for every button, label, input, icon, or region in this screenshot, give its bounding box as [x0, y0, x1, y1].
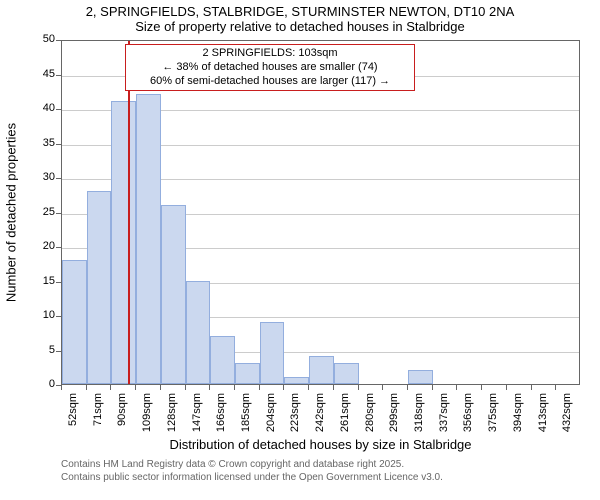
x-tick-label: 128sqm — [166, 393, 178, 441]
x-tick-label: 356sqm — [462, 393, 474, 441]
footer-line1: Contains HM Land Registry data © Crown c… — [61, 459, 443, 472]
y-tick-label: 45 — [31, 68, 55, 80]
histogram-bar — [334, 363, 359, 384]
annotation-box: 2 SPRINGFIELDS: 103sqm← 38% of detached … — [125, 44, 415, 91]
y-tick — [56, 316, 61, 317]
x-tick-label: 375sqm — [487, 393, 499, 441]
y-tick-label: 40 — [31, 102, 55, 114]
x-tick — [432, 385, 433, 390]
y-tick — [56, 247, 61, 248]
x-tick-label: 52sqm — [67, 393, 79, 441]
x-tick — [185, 385, 186, 390]
annotation-line: 2 SPRINGFIELDS: 103sqm — [132, 47, 408, 61]
x-tick-label: 242sqm — [314, 393, 326, 441]
x-tick-label: 166sqm — [215, 393, 227, 441]
x-tick-label: 318sqm — [413, 393, 425, 441]
x-tick — [382, 385, 383, 390]
y-tick — [56, 213, 61, 214]
x-tick — [283, 385, 284, 390]
y-tick — [56, 75, 61, 76]
y-tick — [56, 282, 61, 283]
y-tick — [56, 40, 61, 41]
histogram-bar — [284, 377, 309, 384]
chart-plot-area — [61, 40, 580, 385]
y-tick — [56, 109, 61, 110]
x-tick-label: 90sqm — [116, 393, 128, 441]
y-tick — [56, 178, 61, 179]
x-tick — [407, 385, 408, 390]
y-tick — [56, 351, 61, 352]
x-tick-label: 432sqm — [561, 393, 573, 441]
y-tick-label: 25 — [31, 206, 55, 218]
chart-footer: Contains HM Land Registry data © Crown c… — [61, 459, 443, 484]
footer-line2: Contains public sector information licen… — [61, 472, 443, 485]
x-tick — [555, 385, 556, 390]
y-tick-label: 20 — [31, 240, 55, 252]
x-tick-label: 280sqm — [364, 393, 376, 441]
x-tick-label: 337sqm — [438, 393, 450, 441]
y-tick-label: 30 — [31, 171, 55, 183]
x-tick — [135, 385, 136, 390]
x-tick-label: 71sqm — [92, 393, 104, 441]
histogram-bar — [62, 260, 87, 384]
x-tick-label: 299sqm — [388, 393, 400, 441]
histogram-bar — [210, 336, 235, 384]
histogram-bar — [111, 101, 136, 384]
x-tick — [86, 385, 87, 390]
x-tick-label: 223sqm — [289, 393, 301, 441]
y-tick-label: 35 — [31, 137, 55, 149]
y-tick-label: 5 — [31, 344, 55, 356]
title-address: 2, SPRINGFIELDS, STALBRIDGE, STURMINSTER… — [0, 4, 600, 19]
histogram-bar — [309, 356, 334, 384]
x-tick-label: 185sqm — [240, 393, 252, 441]
x-tick-label: 394sqm — [512, 393, 524, 441]
histogram-bar — [87, 191, 112, 384]
y-axis-label: Number of detached properties — [4, 112, 19, 312]
x-tick — [358, 385, 359, 390]
annotation-line: ← 38% of detached houses are smaller (74… — [132, 61, 408, 75]
title-description: Size of property relative to detached ho… — [0, 19, 600, 34]
x-tick — [234, 385, 235, 390]
x-tick — [160, 385, 161, 390]
y-tick-label: 0 — [31, 378, 55, 390]
x-tick — [531, 385, 532, 390]
x-tick — [259, 385, 260, 390]
histogram-bar — [136, 94, 161, 384]
x-tick — [506, 385, 507, 390]
x-tick — [333, 385, 334, 390]
y-tick-label: 50 — [31, 33, 55, 45]
y-tick-label: 15 — [31, 275, 55, 287]
histogram-bar — [186, 281, 211, 385]
x-tick — [481, 385, 482, 390]
x-tick — [209, 385, 210, 390]
y-tick-label: 10 — [31, 309, 55, 321]
x-tick-label: 204sqm — [265, 393, 277, 441]
x-tick — [308, 385, 309, 390]
y-tick — [56, 144, 61, 145]
marker-vline — [128, 41, 130, 384]
histogram-bar — [260, 322, 285, 384]
x-tick-label: 147sqm — [191, 393, 203, 441]
x-tick-label: 109sqm — [141, 393, 153, 441]
x-tick — [61, 385, 62, 390]
histogram-bar — [161, 205, 186, 384]
annotation-line: 60% of semi-detached houses are larger (… — [132, 75, 408, 89]
x-tick-label: 413sqm — [537, 393, 549, 441]
histogram-bar — [235, 363, 260, 384]
histogram-bar — [408, 370, 433, 384]
x-tick — [110, 385, 111, 390]
x-tick-label: 261sqm — [339, 393, 351, 441]
x-tick — [456, 385, 457, 390]
